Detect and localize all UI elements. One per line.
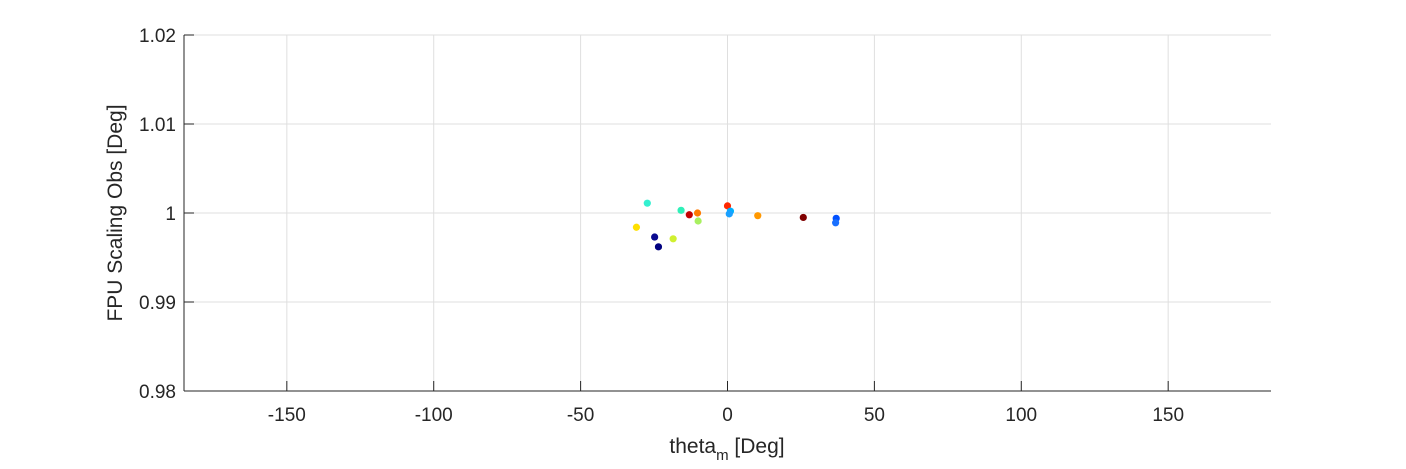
x-tick-label: 0 [722, 405, 733, 426]
data-point [669, 235, 677, 243]
data-point [694, 217, 702, 225]
x-tick-label: 150 [1152, 405, 1184, 426]
data-point [799, 213, 807, 222]
axes [183, 34, 1271, 392]
data-point [685, 211, 693, 219]
y-tick-label: 1.02 [139, 26, 176, 47]
data-point [693, 209, 702, 217]
x-tick-label: 100 [1005, 405, 1037, 426]
data-point [754, 212, 762, 220]
data-point [677, 206, 685, 214]
data-point [723, 202, 732, 210]
data-point [651, 233, 659, 241]
data-points [632, 199, 840, 251]
y-tick-label: 0.98 [139, 382, 176, 403]
x-axis-title-unit: [Deg] [729, 435, 785, 458]
x-tick-label: 50 [864, 405, 885, 426]
data-point [725, 210, 733, 218]
tick-labels: -150 -100 -50 0 50 100 150 0.98 0.99 1 1.01 1.02 [139, 26, 1184, 426]
data-point [654, 243, 663, 251]
x-axis-title-main: theta [669, 435, 716, 458]
y-axis-title: FPU Scaling Obs [Deg] [104, 104, 127, 321]
data-point [832, 219, 840, 227]
y-tick-label: 0.99 [139, 293, 176, 314]
x-tick-label: -150 [268, 405, 306, 426]
x-tick-label: -50 [567, 405, 594, 426]
y-tick-label: 1 [165, 204, 176, 225]
x-axis-title: thetam [Deg] [669, 435, 784, 464]
x-axis-title-subscript: m [716, 447, 729, 464]
y-tick-label: 1.01 [139, 115, 176, 136]
x-tick-label: -100 [415, 405, 453, 426]
data-point [632, 223, 641, 231]
data-point [643, 199, 651, 207]
